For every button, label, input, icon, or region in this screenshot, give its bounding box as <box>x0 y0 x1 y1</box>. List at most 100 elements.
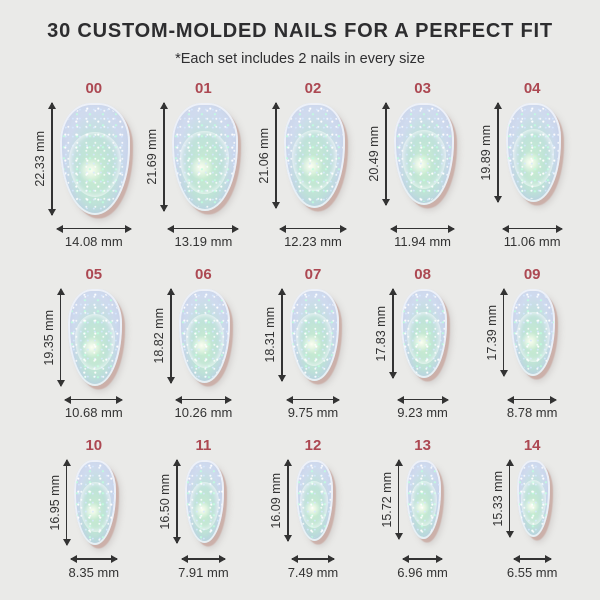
nail-unit: 18.82 mm <box>150 288 231 386</box>
nail-cell: 08 17.83 mm 9.23 mm <box>355 267 465 420</box>
width-label: 11.06 mm <box>503 234 561 250</box>
nail-row: 10 16.95 mm 8.35 mm 11 16.50 mm 7.91 mm <box>26 437 574 580</box>
height-dimension: 16.50 mm <box>156 459 181 544</box>
size-number: 13 <box>414 437 431 455</box>
width-label: 6.96 mm <box>397 564 448 580</box>
nail-cell: 09 17.39 mm 8.78 mm <box>464 266 574 421</box>
size-number: 12 <box>304 437 322 455</box>
nail-unit: 16.09 mm <box>267 459 333 545</box>
height-arrow-icon <box>395 459 402 540</box>
width-label: 14.08 mm <box>64 234 123 250</box>
height-dimension: 19.35 mm <box>40 288 64 387</box>
width-dimension: 8.78 mm <box>481 396 557 420</box>
width-arrow-icon <box>64 396 124 403</box>
size-number: 07 <box>304 266 322 284</box>
height-arrow-icon <box>272 101 279 210</box>
height-arrow-icon <box>500 288 507 378</box>
height-dimension: 17.83 mm <box>372 288 396 380</box>
height-arrow-icon <box>49 102 56 216</box>
width-dimension: 13.19 mm <box>142 225 240 249</box>
nail-image <box>505 103 562 203</box>
height-dimension: 16.95 mm <box>46 459 70 546</box>
height-label: 15.72 mm <box>379 471 394 528</box>
nail-cell: 12 16.09 mm 7.49 mm <box>245 437 355 580</box>
width-label: 8.35 mm <box>68 564 120 580</box>
nail-cell: 01 21.69 mm 13.19 mm <box>136 81 246 249</box>
nail-cell: 13 15.72 mm 6.96 mm <box>355 437 465 580</box>
height-label: 18.82 mm <box>152 308 167 364</box>
nail-cell: 03 20.49 mm 11.94 mm <box>355 81 465 249</box>
height-dimension: 18.31 mm <box>261 288 286 382</box>
size-number: 06 <box>195 266 212 284</box>
size-number: 08 <box>414 266 431 284</box>
height-label: 21.69 mm <box>145 129 160 186</box>
page-subtitle: *Each set includes 2 nails in every size <box>175 51 425 67</box>
nail-unit: 17.39 mm <box>483 288 556 386</box>
height-dimension: 22.33 mm <box>31 102 56 216</box>
height-arrow-icon <box>168 288 175 385</box>
height-label: 16.09 mm <box>269 472 284 529</box>
width-label: 7.49 mm <box>287 564 339 580</box>
nail-cell: 07 18.31 mm 9.75 mm <box>245 267 355 420</box>
size-number: 02 <box>304 80 322 97</box>
nail-image <box>517 460 550 538</box>
nail-image <box>171 103 238 212</box>
width-dimension: 10.26 mm <box>148 396 233 420</box>
height-label: 17.83 mm <box>374 305 389 362</box>
width-dimension: 11.94 mm <box>365 225 456 250</box>
height-label: 18.31 mm <box>263 307 278 363</box>
page-title: 30 CUSTOM-MOLDED NAILS FOR A PERFECT FIT <box>47 20 553 42</box>
width-dimension: 10.68 mm <box>39 396 124 420</box>
height-label: 15.33 mm <box>490 470 505 527</box>
nail-image <box>406 460 442 539</box>
width-dimension: 8.35 mm <box>43 555 120 580</box>
height-dimension: 21.69 mm <box>143 101 167 213</box>
size-number: 09 <box>523 266 541 284</box>
height-dimension: 15.33 mm <box>489 459 513 538</box>
width-dimension: 7.91 mm <box>152 555 229 580</box>
nail-unit: 22.33 mm <box>31 102 131 216</box>
height-arrow-icon <box>495 101 502 204</box>
height-dimension: 20.49 mm <box>365 101 390 207</box>
nail-image <box>393 103 454 206</box>
width-dimension: 6.96 mm <box>371 555 448 580</box>
nail-grid: 00 22.33 mm 14.08 mm 01 21.69 mm 13.19 m… <box>0 81 600 580</box>
height-arrow-icon <box>174 459 181 544</box>
nail-cell: 06 18.82 mm 10.26 mm <box>136 267 246 420</box>
height-arrow-icon <box>57 288 64 387</box>
width-arrow-icon <box>507 396 557 403</box>
nail-row: 05 19.35 mm 10.68 mm 06 18.82 mm 10.26 m… <box>26 266 574 421</box>
size-number: 00 <box>85 80 103 97</box>
width-dimension: 6.55 mm <box>481 555 557 580</box>
nail-unit: 16.95 mm <box>46 459 116 546</box>
width-arrow-icon <box>389 225 456 232</box>
nail-image <box>74 460 116 546</box>
nail-unit: 18.31 mm <box>261 288 339 386</box>
header: 30 CUSTOM-MOLDED NAILS FOR A PERFECT FIT… <box>0 20 600 67</box>
nail-unit: 21.69 mm <box>143 101 238 215</box>
width-arrow-icon <box>279 225 347 232</box>
nail-unit: 17.83 mm <box>372 288 447 386</box>
height-dimension: 21.06 mm <box>255 101 279 210</box>
height-label: 19.89 mm <box>479 124 494 181</box>
nail-unit: 19.35 mm <box>40 288 122 387</box>
nail-image <box>295 460 333 541</box>
width-dimension: 9.23 mm <box>371 396 449 420</box>
height-dimension: 15.72 mm <box>378 459 402 540</box>
nail-cell: 02 21.06 mm 12.23 mm <box>245 81 355 249</box>
size-number: 04 <box>523 80 541 97</box>
nail-cell: 10 16.95 mm 8.35 mm <box>26 438 136 580</box>
height-label: 21.06 mm <box>257 127 272 184</box>
width-arrow-icon <box>167 225 240 232</box>
nail-unit: 16.50 mm <box>156 459 225 545</box>
width-dimension: 11.06 mm <box>477 225 564 250</box>
width-label: 11.94 mm <box>394 234 451 250</box>
width-arrow-icon <box>512 555 552 562</box>
size-number: 14 <box>523 437 541 455</box>
width-arrow-icon <box>69 555 118 562</box>
width-label: 7.91 mm <box>178 564 229 580</box>
height-label: 20.49 mm <box>367 126 382 183</box>
width-dimension: 14.08 mm <box>31 225 133 250</box>
width-arrow-icon <box>180 555 226 562</box>
size-number: 05 <box>85 266 103 284</box>
